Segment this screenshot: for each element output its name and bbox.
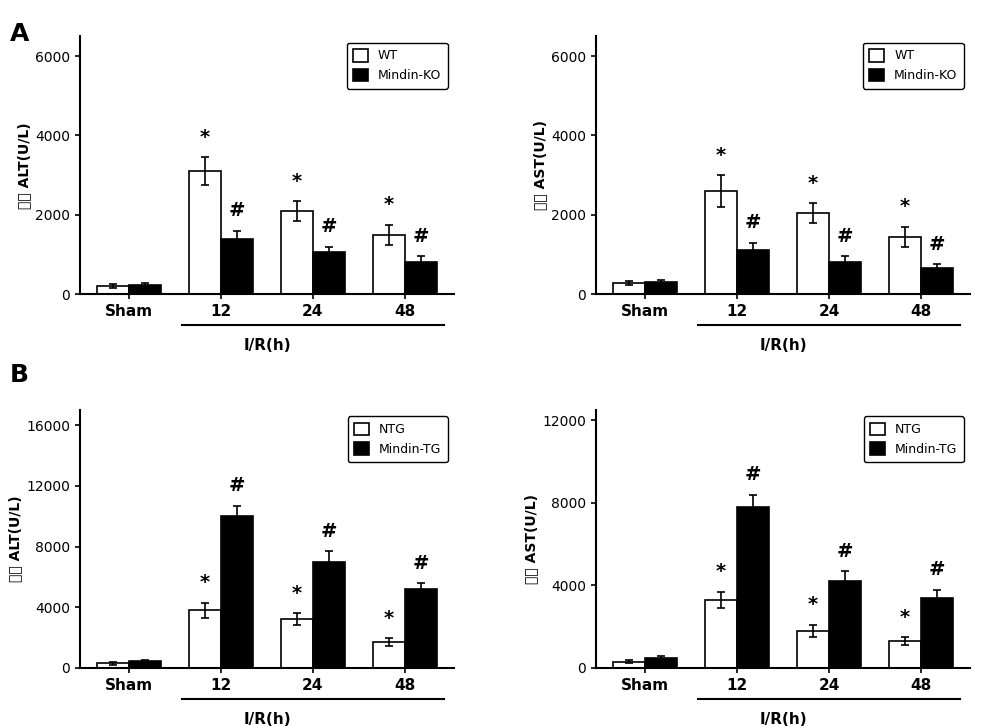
Bar <box>221 239 253 294</box>
Bar <box>645 282 677 294</box>
Text: #: # <box>929 235 945 254</box>
Bar <box>189 171 221 294</box>
Text: *: * <box>716 146 726 165</box>
Bar <box>797 213 829 294</box>
X-axis label: I/R(h): I/R(h) <box>759 338 807 354</box>
Text: #: # <box>745 465 761 484</box>
Y-axis label: 血清 AST(U/L): 血清 AST(U/L) <box>533 121 547 211</box>
Y-axis label: 血清 AST(U/L): 血清 AST(U/L) <box>524 494 538 584</box>
Text: *: * <box>384 609 394 628</box>
Bar <box>797 631 829 668</box>
Bar <box>129 285 161 294</box>
Bar <box>889 641 921 668</box>
Bar <box>281 619 313 668</box>
Text: *: * <box>900 608 910 627</box>
Text: *: * <box>808 595 818 614</box>
Text: #: # <box>837 227 853 246</box>
Bar <box>921 269 953 294</box>
Bar <box>373 234 405 294</box>
Text: #: # <box>929 560 945 579</box>
Bar <box>705 191 737 294</box>
Bar <box>129 661 161 668</box>
Bar <box>889 237 921 294</box>
Bar <box>405 262 437 294</box>
Bar <box>313 253 345 294</box>
Bar <box>829 262 861 294</box>
Y-axis label: 血清 ALT(U/L): 血清 ALT(U/L) <box>17 122 31 208</box>
Bar <box>921 597 953 668</box>
Bar <box>705 600 737 668</box>
Bar <box>737 250 769 294</box>
Legend: NTG, Mindin-TG: NTG, Mindin-TG <box>864 417 964 462</box>
Bar <box>737 507 769 668</box>
Text: *: * <box>200 128 210 147</box>
Bar <box>97 664 129 668</box>
Text: #: # <box>321 522 337 541</box>
Bar <box>281 211 313 294</box>
X-axis label: I/R(h): I/R(h) <box>243 712 291 726</box>
Legend: WT, Mindin-KO: WT, Mindin-KO <box>347 43 448 89</box>
Text: *: * <box>900 197 910 216</box>
Text: B: B <box>10 363 29 387</box>
Text: *: * <box>808 174 818 192</box>
Bar <box>613 283 645 294</box>
Bar <box>189 611 221 668</box>
Y-axis label: 血清 ALT(U/L): 血清 ALT(U/L) <box>8 496 22 582</box>
Bar <box>373 642 405 668</box>
Bar <box>97 286 129 294</box>
Bar <box>829 582 861 668</box>
Text: #: # <box>321 217 337 236</box>
Text: #: # <box>837 542 853 560</box>
Text: *: * <box>200 574 210 592</box>
X-axis label: I/R(h): I/R(h) <box>759 712 807 726</box>
Legend: WT, Mindin-KO: WT, Mindin-KO <box>863 43 964 89</box>
Text: *: * <box>292 171 302 191</box>
Text: #: # <box>229 201 245 220</box>
Text: #: # <box>413 554 429 573</box>
Bar <box>313 562 345 668</box>
Bar <box>221 516 253 668</box>
X-axis label: I/R(h): I/R(h) <box>243 338 291 354</box>
Text: *: * <box>716 563 726 582</box>
Legend: NTG, Mindin-TG: NTG, Mindin-TG <box>348 417 448 462</box>
Bar <box>405 589 437 668</box>
Bar <box>613 661 645 668</box>
Text: #: # <box>229 476 245 495</box>
Text: A: A <box>10 22 29 46</box>
Bar <box>645 658 677 668</box>
Text: *: * <box>292 584 302 603</box>
Text: #: # <box>745 213 761 232</box>
Text: #: # <box>413 227 429 246</box>
Text: *: * <box>384 195 394 214</box>
